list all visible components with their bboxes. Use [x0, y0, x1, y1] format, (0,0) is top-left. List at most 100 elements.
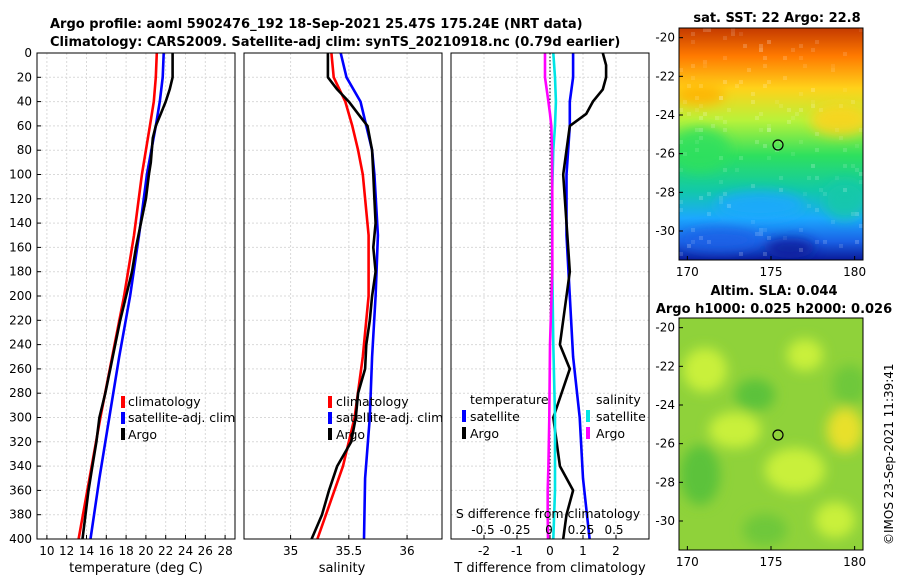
sst-pixel [819, 108, 823, 112]
x-top-tick-label: 0.25 [568, 523, 595, 537]
sst-pixel [719, 96, 723, 100]
sst-pixel [799, 140, 803, 144]
y-tick-label: 300 [9, 411, 32, 425]
sst-pixel [759, 232, 763, 236]
sst-pixel [739, 156, 743, 160]
sst-pixel [791, 116, 795, 120]
sla-map-title-2: Argo h1000: 0.025 h2000: 0.026 [656, 302, 892, 317]
legend-label-satellite: satellite-adj. clim [336, 410, 443, 425]
x-tick-label: 35.5 [335, 544, 362, 558]
map-x-tick-label: 180 [843, 265, 866, 279]
sst-pixel [703, 112, 707, 116]
sst-pixel [751, 220, 755, 224]
sst-pixel [851, 212, 855, 216]
sst-pixel [731, 28, 735, 32]
legend-label-climatology: climatology [336, 394, 409, 409]
sst-pixel [679, 140, 683, 144]
sst-pixel [743, 44, 747, 48]
sst-pixel [759, 128, 763, 132]
sst-pixel [859, 224, 863, 228]
sst-pixel [711, 124, 715, 128]
sst-pixel [695, 140, 699, 144]
sst-pixel [807, 176, 811, 180]
sst-pixel [695, 96, 699, 100]
difference-panel: -2 -1 0 1 2 T difference from climatology S … [450, 52, 650, 576]
map-y-tick-label: -26 [655, 147, 675, 161]
map-x-tick-label: 175 [760, 265, 783, 279]
sst-pixel [699, 116, 703, 120]
sst-pixel [699, 104, 703, 108]
sst-pixel [859, 172, 863, 176]
series-line-argo [310, 53, 377, 540]
difference-legend-temperature: temperature satellite Argo [462, 392, 549, 441]
sst-pixel [735, 84, 739, 88]
sst-pixel [823, 192, 827, 196]
sst-pixel [719, 96, 723, 100]
sst-pixel [707, 240, 711, 244]
sst-pixel [759, 48, 763, 52]
legend-swatch-satellite [328, 412, 332, 424]
x-tick-label: 28 [217, 544, 232, 558]
legend-swatch-argo [121, 428, 125, 440]
sst-pixel [719, 156, 723, 160]
salinity-xlabel: salinity [319, 561, 366, 576]
sst-pixel [683, 152, 687, 156]
x-tick-label: 36 [399, 544, 414, 558]
sst-pixel [799, 56, 803, 60]
sst-pixel [763, 252, 767, 256]
x-tick-label: 26 [198, 544, 213, 558]
series-line-satellite-adj-clim [339, 52, 380, 540]
header-line-1: Argo profile: aoml 5902476_192 18-Sep-20… [50, 17, 583, 32]
sst-pixel [763, 84, 767, 88]
sst-pixel [747, 68, 751, 72]
sst-pixel [759, 48, 763, 52]
sst-pixel [715, 116, 719, 120]
y-tick-label: 180 [9, 265, 32, 279]
x-tick-label: 22 [158, 544, 173, 558]
y-tick-label: 360 [9, 483, 32, 497]
legend-label-argo: Argo [128, 427, 157, 442]
x-tick-label: 12 [59, 544, 74, 558]
sst-pixel [855, 212, 859, 216]
sst-pixel [759, 112, 763, 116]
sst-pixel [707, 212, 711, 216]
sla-map-title-1: Altim. SLA: 0.044 [711, 284, 838, 299]
y-tick-label: 260 [9, 362, 32, 376]
legend-label-satellite: satellite-adj. clim [128, 410, 235, 425]
sst-pixel [719, 196, 723, 200]
argo-location-marker [772, 429, 784, 441]
x-tick-label: 16 [99, 544, 114, 558]
sst-pixel [679, 200, 683, 204]
sst-pixel [779, 140, 783, 144]
sst-pixel [723, 120, 727, 124]
x-tick-label: 24 [178, 544, 193, 558]
sst-pixel [815, 40, 819, 44]
difference-xlabel-top: S difference from climatology [456, 506, 641, 521]
map-y-tick-label: -22 [655, 69, 675, 83]
sst-pixel [843, 52, 847, 56]
sst-pixel [855, 240, 859, 244]
difference-legend-salinity: salinity satellite Argo [586, 392, 646, 441]
sst-pixel [679, 168, 683, 172]
sst-pixel [787, 108, 791, 112]
sst-pixel [855, 144, 859, 148]
legend-swatch-argo [328, 428, 332, 440]
sst-pixel [799, 228, 803, 232]
sst-pixel [699, 136, 703, 140]
sst-pixel [803, 64, 807, 68]
argo-location-marker [772, 139, 784, 151]
map-y-tick-label: -24 [655, 398, 675, 412]
sst-pixel [811, 48, 815, 52]
x-top-tick-label: -0.5 [471, 523, 494, 537]
sst-pixel [695, 108, 699, 112]
legend-swatch-t-argo [462, 427, 466, 439]
sst-pixel [755, 232, 759, 236]
sst-pixel [691, 32, 695, 36]
legend-label-t-satellite: satellite [470, 409, 520, 424]
x-tick-label: 14 [79, 544, 94, 558]
sst-pixel [803, 192, 807, 196]
sst-pixel [739, 32, 743, 36]
sst-pixel [767, 80, 771, 84]
sst-pixel [859, 28, 863, 32]
x-top-tick-label: 0 [545, 523, 553, 537]
